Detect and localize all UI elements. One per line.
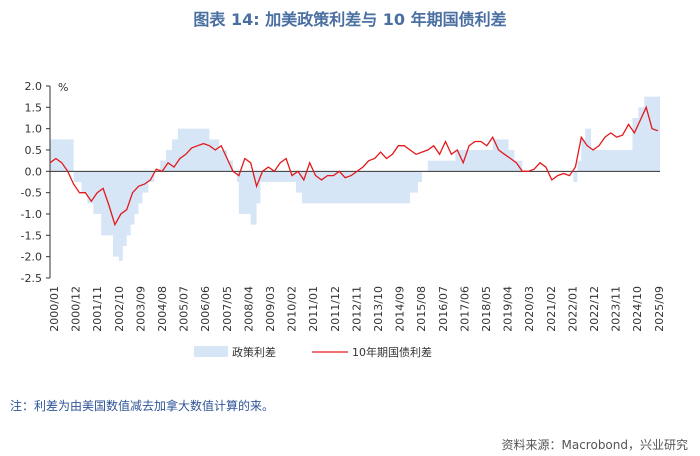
legend-label-bond-spread: 10年期国债利差: [352, 345, 432, 359]
x-tick-label: 2016/07: [437, 286, 450, 332]
x-tick-label: 2017/06: [458, 286, 471, 332]
y-tick-label: -1.0: [21, 208, 42, 221]
x-tick-label: 2025/09: [653, 286, 666, 332]
x-tick-label: 2009/03: [264, 286, 277, 332]
x-tick-label: 2001/11: [91, 286, 104, 332]
y-unit-label: %: [58, 81, 68, 94]
y-tick-label: -2.5: [21, 272, 42, 285]
x-tick-label: 2007/05: [221, 286, 234, 332]
y-tick-label: 1.5: [25, 101, 43, 114]
x-tick-label: 2021/02: [545, 286, 558, 332]
y-tick-label: 1.0: [25, 123, 43, 136]
chart-title: 图表 14: 加美政策利差与 10 年期国债利差: [193, 10, 507, 29]
y-tick-label: 0.0: [25, 165, 43, 178]
x-tick-label: 2022/01: [566, 286, 579, 332]
x-tick-label: 2013/10: [372, 286, 385, 332]
y-tick-label: -2.0: [21, 251, 42, 264]
y-tick-label: -1.5: [21, 229, 42, 242]
policy-spread-area: [50, 96, 660, 261]
y-tick-label: 0.5: [25, 144, 43, 157]
x-tick-label: 2015/08: [415, 286, 428, 332]
x-tick-label: 2022/12: [588, 286, 601, 332]
x-tick-label: 2011/12: [329, 286, 342, 332]
x-tick-label: 2003/09: [134, 286, 147, 332]
x-tick-label: 2019/04: [502, 286, 515, 332]
x-tick-label: 2014/09: [394, 286, 407, 332]
x-tick-label: 2006/06: [199, 286, 212, 332]
chart-source: 资料来源：Macrobond，兴业研究: [501, 438, 689, 452]
x-tick-label: 2002/10: [113, 286, 126, 332]
x-tick-label: 2011/01: [307, 286, 320, 332]
x-tick-label: 2012/11: [350, 286, 363, 332]
x-tick-label: 2010/02: [286, 286, 299, 332]
x-tick-label: 2008/04: [242, 286, 255, 332]
x-tick-label: 2023/11: [610, 286, 623, 332]
chart-note: 注：利差为由美国数值减去加拿大数值计算的来。: [10, 399, 275, 413]
legend-swatch-policy-spread: [194, 346, 228, 357]
legend-label-policy-spread: 政策利差: [232, 345, 276, 359]
x-tick-label: 2024/10: [631, 286, 644, 332]
x-tick-label: 2000/01: [48, 286, 61, 332]
y-tick-label: 2.0: [25, 80, 43, 93]
x-tick-label: 2004/08: [156, 286, 169, 332]
x-tick-label: 2000/12: [70, 286, 83, 332]
y-tick-label: -0.5: [21, 187, 42, 200]
x-tick-label: 2005/07: [178, 286, 191, 332]
x-tick-label: 2020/03: [523, 286, 536, 332]
bond-spread-line: [49, 105, 659, 227]
x-tick-label: 2018/05: [480, 286, 493, 332]
